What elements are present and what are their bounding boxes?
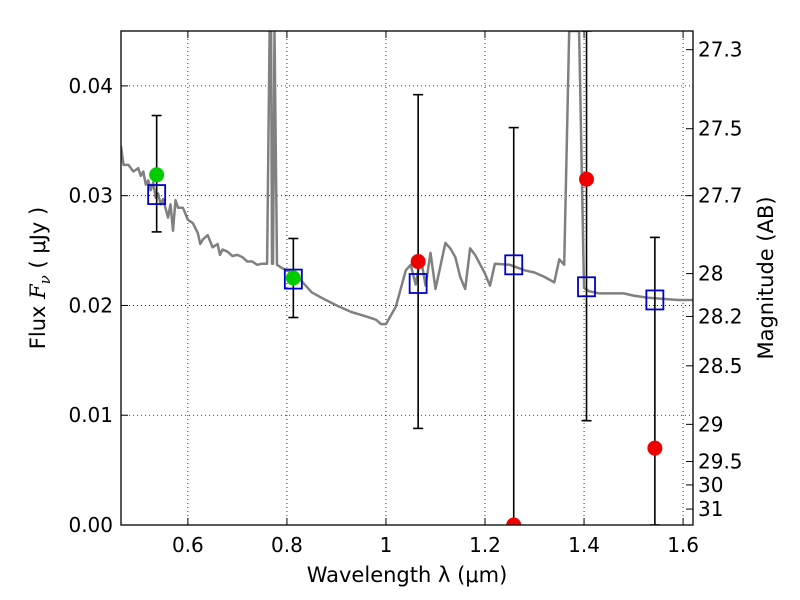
observed-point xyxy=(506,517,522,525)
observed-point xyxy=(579,171,595,187)
right-tick-label: 27.3 xyxy=(698,38,743,62)
model-band-point xyxy=(408,273,428,294)
right-tick-label: 29 xyxy=(698,412,723,436)
y-axis-label-symbol: F xyxy=(26,283,50,300)
right-tick-label: 27.5 xyxy=(698,117,743,141)
model-band-points xyxy=(147,184,665,311)
right-tick-label: 29.5 xyxy=(698,450,743,474)
model-band-point xyxy=(504,254,524,276)
plot-frame xyxy=(120,30,694,526)
x-tick-label: 1.2 xyxy=(469,533,501,557)
x-axis-ticks: 0.6 0.8 1 1.2 1.4 1.6 xyxy=(172,31,699,557)
x-tick-label: 0.8 xyxy=(271,533,303,557)
y-axis-label-subscript: ν xyxy=(36,275,54,284)
model-band-point xyxy=(283,268,303,290)
model-band-point xyxy=(645,289,665,311)
right-axis-label: Magnitude (AB) xyxy=(754,196,778,359)
y-axis-label-suffix: ( μJy ) xyxy=(26,207,50,275)
observed-point xyxy=(285,270,301,286)
model-band-point xyxy=(147,184,167,205)
model-band-point xyxy=(577,276,596,298)
y-tick-label: 0.03 xyxy=(68,184,113,208)
right-tick-label: 27.7 xyxy=(698,184,743,208)
observed-points xyxy=(149,167,663,525)
plot-area xyxy=(121,31,693,525)
y-tick-label: 0.01 xyxy=(68,403,113,427)
y-tick-label: 0.04 xyxy=(68,74,113,98)
y-tick-label: 0.02 xyxy=(68,293,113,317)
x-tick-label: 1 xyxy=(380,533,393,557)
x-axis-label: Wavelength λ (μm) xyxy=(307,563,508,587)
observed-point xyxy=(647,440,663,456)
x-tick-label: 1.6 xyxy=(667,533,699,557)
right-tick-label: 28.2 xyxy=(698,304,743,328)
y-axis-ticks: 0.00 0.01 0.02 0.03 0.04 xyxy=(68,74,128,537)
right-tick-label: 31 xyxy=(698,497,723,521)
right-tick-label: 30 xyxy=(698,473,723,497)
observed-point xyxy=(149,167,165,183)
y-axis-label-prefix: Flux xyxy=(26,299,50,349)
x-tick-label: 1.4 xyxy=(568,533,600,557)
right-tick-label: 28 xyxy=(698,262,723,286)
grid-lines xyxy=(121,31,693,526)
y-tick-label: 0.00 xyxy=(68,513,113,537)
model-spectrum-line xyxy=(121,31,693,326)
y-axis-label: Flux Fν ( μJy ) xyxy=(26,207,54,349)
x-tick-label: 0.6 xyxy=(172,533,204,557)
right-tick-label: 28.5 xyxy=(698,354,743,378)
observed-point xyxy=(410,254,426,270)
